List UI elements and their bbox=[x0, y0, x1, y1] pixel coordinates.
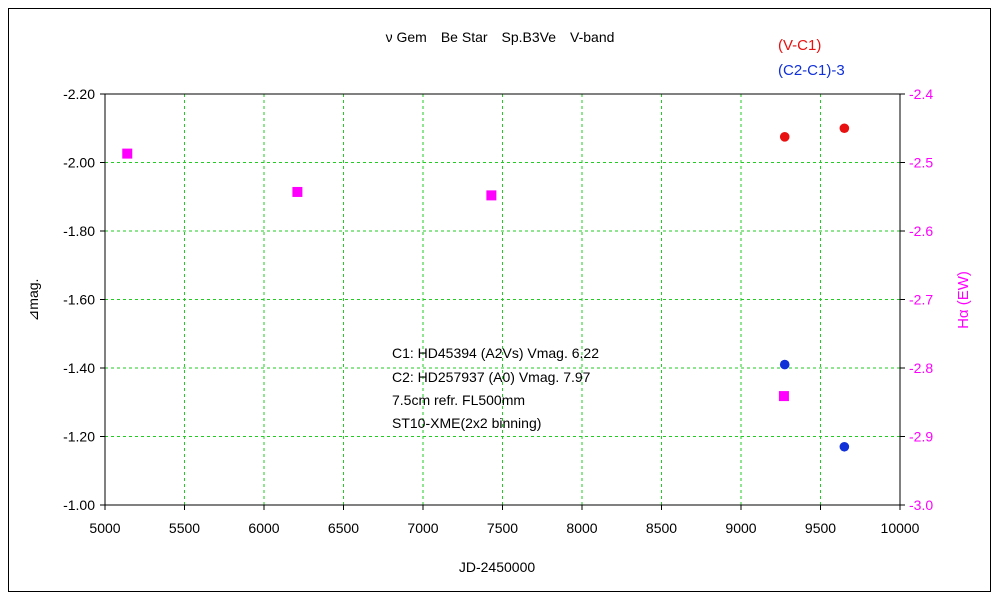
x-tick-label: 9500 bbox=[805, 520, 836, 536]
data-point-circle bbox=[779, 132, 790, 142]
x-tick-label: 6000 bbox=[248, 520, 279, 536]
data-point-circle bbox=[839, 123, 850, 134]
legend-entry-c2-c1: (C2-C1)-3 bbox=[778, 62, 845, 79]
data-points bbox=[122, 123, 850, 452]
y-tick-label-right: -2.5 bbox=[909, 155, 933, 171]
x-tick-label: 8500 bbox=[646, 520, 677, 536]
y-tick-label-left: -1.80 bbox=[63, 223, 95, 239]
y-tick-label-right: -2.9 bbox=[909, 429, 933, 445]
grid-lines bbox=[105, 94, 900, 505]
data-point-square bbox=[778, 391, 789, 402]
y-tick-label-left: -1.60 bbox=[63, 292, 95, 308]
data-point-circle bbox=[839, 441, 850, 452]
y-tick-label-right: -2.6 bbox=[909, 223, 933, 239]
x-tick-label: 8000 bbox=[566, 520, 597, 536]
annotation-c2: C2: HD257937 (A0) Vmag. 7.97 bbox=[392, 369, 591, 385]
y-tick-label-right: -3.0 bbox=[909, 497, 933, 513]
x-tick-label: 7500 bbox=[487, 520, 518, 536]
y-tick-label-left: -1.40 bbox=[63, 360, 95, 376]
y-axis-label-left: ⊿mag. bbox=[25, 279, 41, 322]
data-point-circle bbox=[779, 359, 790, 370]
y-tick-label-right: -2.8 bbox=[909, 360, 933, 376]
data-point-square bbox=[122, 148, 133, 159]
x-tick-label: 7000 bbox=[407, 520, 438, 536]
annotation-c1: C1: HD45394 (A2Vs) Vmag. 6.22 bbox=[392, 345, 599, 361]
y-tick-label-right: -2.7 bbox=[909, 292, 933, 308]
y-tick-label-left: -1.20 bbox=[63, 429, 95, 445]
data-point-square bbox=[486, 190, 497, 201]
y-tick-label-left: -2.20 bbox=[63, 86, 95, 102]
y-tick-label-right: -2.4 bbox=[909, 86, 933, 102]
legend-entry-v-c1: (V-C1) bbox=[778, 37, 821, 54]
data-point-square bbox=[292, 186, 303, 197]
chart-title: ν Gem Be Star Sp.B3Ve V-band bbox=[386, 29, 615, 45]
annotation-camera: ST10-XME(2x2 binning) bbox=[392, 415, 541, 431]
y-tick-label-left: -1.00 bbox=[63, 497, 95, 513]
y-axis-label-right: Hα (EW) bbox=[955, 271, 972, 329]
x-tick-label: 6500 bbox=[328, 520, 359, 536]
annotation-telescope: 7.5cm refr. FL500mm bbox=[392, 392, 525, 408]
x-axis-label: JD-2450000 bbox=[459, 559, 535, 575]
x-tick-label: 9000 bbox=[725, 520, 756, 536]
x-tick-label: 5500 bbox=[169, 520, 200, 536]
y-tick-label-left: -2.00 bbox=[63, 155, 95, 171]
axes: 5000 5500 6000 6500 7000 7500 8000 8500 9000 9500… bbox=[63, 86, 933, 536]
x-tick-label: 5000 bbox=[89, 520, 120, 536]
x-tick-label: 10000 bbox=[881, 520, 920, 536]
